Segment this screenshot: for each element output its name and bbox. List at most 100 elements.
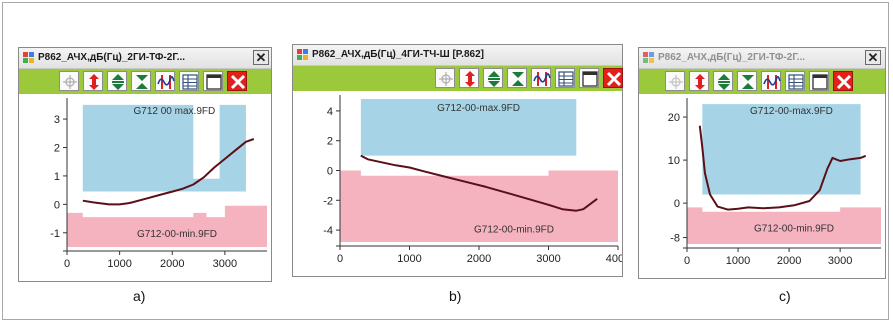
frequency-response-line bbox=[360, 154, 598, 212]
chart-window-c[interactable]: P862_АЧХ,дБ(Гц)_2ГИ-ТФ-2Г... ✕ -8 0 10 20 0 1… bbox=[638, 47, 886, 279]
toolbar bbox=[639, 69, 885, 94]
min-limit-region bbox=[340, 170, 618, 242]
crosshair-tool-button[interactable] bbox=[665, 71, 685, 91]
y-tick-label: 3 bbox=[54, 114, 60, 126]
wave-arrows-icon bbox=[763, 75, 781, 89]
expand-tool-button[interactable] bbox=[107, 71, 127, 91]
collapse-tool-button[interactable] bbox=[131, 71, 151, 91]
x-tick-label: 3000 bbox=[536, 253, 560, 265]
collapse-icon bbox=[512, 72, 524, 86]
window-title: P862_АЧХ,дБ(Гц)_2ГИ-ТФ-2Г... bbox=[38, 52, 186, 63]
app-icon bbox=[23, 52, 34, 63]
collapse-icon bbox=[742, 75, 754, 89]
x-tick-label: 3000 bbox=[213, 258, 237, 270]
y-tick-label: 10 bbox=[668, 155, 680, 167]
crosshair-tool-button[interactable] bbox=[435, 68, 455, 88]
collapse-icon bbox=[136, 75, 148, 89]
close-x-tool-button[interactable] bbox=[227, 71, 247, 91]
blank-window-tool-button[interactable] bbox=[203, 71, 223, 91]
x-tick-label: 4000 bbox=[606, 253, 622, 265]
window-close-button[interactable]: ✕ bbox=[253, 50, 269, 65]
window-close-button[interactable]: ✕ bbox=[865, 50, 881, 65]
crosshair-icon bbox=[63, 75, 77, 89]
table-tool-button[interactable] bbox=[785, 71, 805, 91]
collapse-tool-button[interactable] bbox=[507, 68, 527, 88]
close-x-tool-button[interactable] bbox=[603, 68, 623, 88]
y-tick-label: 2 bbox=[327, 136, 333, 148]
vertical-arrows-tool-button[interactable] bbox=[459, 68, 479, 88]
close-x-tool-button[interactable] bbox=[833, 71, 853, 91]
close-x-icon bbox=[230, 74, 246, 90]
max-limit-region bbox=[360, 99, 577, 156]
wave-arrows-tool-button[interactable] bbox=[155, 71, 175, 91]
window-title: P862_АЧХ,дБ(Гц)_2ГИ-ТФ-2Г... bbox=[658, 52, 806, 63]
max-limit-label: G712-00-max.9FD bbox=[750, 106, 833, 117]
collapse-tool-button[interactable] bbox=[737, 71, 757, 91]
y-tick-label: 0 bbox=[327, 166, 333, 178]
expand-icon bbox=[112, 74, 124, 90]
y-tick-label: 0 bbox=[54, 199, 60, 211]
y-tick-label: -4 bbox=[323, 225, 333, 237]
table-icon bbox=[558, 71, 574, 87]
blank-window-icon bbox=[812, 74, 828, 90]
wave-arrows-tool-button[interactable] bbox=[531, 68, 551, 88]
frequency-response-line bbox=[82, 138, 255, 206]
y-tick-label: -1 bbox=[50, 228, 60, 240]
x-tick-label: 2000 bbox=[160, 258, 184, 270]
wave-arrows-icon bbox=[533, 72, 551, 86]
table-tool-button[interactable] bbox=[555, 68, 575, 88]
chart-plot: -1 0 1 2 3 0 1000 2000 3000 G712 00 max.9FD G712-0… bbox=[50, 98, 267, 270]
toolbar bbox=[293, 66, 623, 91]
chart-window-b[interactable]: P862_АЧХ,дБ(Гц)_4ГИ-ТЧ-Ш [P.862] -4 -2 0 2 4… bbox=[292, 44, 623, 277]
y-tick-label: -8 bbox=[670, 233, 680, 245]
wave-arrows-icon bbox=[157, 75, 175, 89]
y-tick-label: 1 bbox=[54, 171, 60, 183]
table-icon bbox=[182, 74, 198, 90]
min-limit-label: G712-00-min.9FD bbox=[754, 223, 834, 234]
caption-c: c) bbox=[779, 288, 791, 304]
close-x-icon bbox=[606, 71, 622, 87]
expand-tool-button[interactable] bbox=[483, 68, 503, 88]
min-limit-region bbox=[687, 207, 881, 244]
min-limit-label: G712-00-min.9FD bbox=[137, 229, 217, 240]
crosshair-tool-button[interactable] bbox=[59, 71, 79, 91]
y-tick-label: 20 bbox=[668, 112, 680, 124]
vertical-arrows-tool-button[interactable] bbox=[689, 71, 709, 91]
vertical-arrows-tool-button[interactable] bbox=[83, 71, 103, 91]
crosshair-icon bbox=[439, 72, 453, 86]
wave-arrows-tool-button[interactable] bbox=[761, 71, 781, 91]
title-bar[interactable]: P862_АЧХ,дБ(Гц)_2ГИ-ТФ-2Г... ✕ bbox=[19, 48, 271, 69]
chart-plot: -8 0 10 20 0 1000 2000 3000 G712-00-max.9FD G712-… bbox=[668, 98, 881, 267]
x-tick-label: 1000 bbox=[397, 253, 421, 265]
blank-window-icon bbox=[206, 74, 222, 90]
y-tick-label: 0 bbox=[674, 198, 680, 210]
app-icon bbox=[297, 49, 308, 60]
title-bar[interactable]: P862_АЧХ,дБ(Гц)_4ГИ-ТЧ-Ш [P.862] bbox=[293, 45, 622, 66]
y-tick-label: 2 bbox=[54, 142, 60, 154]
blank-window-tool-button[interactable] bbox=[809, 71, 829, 91]
crosshair-icon bbox=[669, 75, 683, 89]
x-tick-label: 1000 bbox=[726, 255, 750, 267]
app-icon bbox=[643, 52, 654, 63]
y-tick-label: 4 bbox=[327, 106, 333, 118]
blank-window-icon bbox=[582, 71, 598, 87]
toolbar bbox=[19, 69, 271, 94]
x-tick-label: 3000 bbox=[828, 255, 852, 267]
max-limit-label: G712-00-max.9FD bbox=[437, 103, 520, 114]
x-tick-label: 0 bbox=[684, 255, 690, 267]
table-tool-button[interactable] bbox=[179, 71, 199, 91]
chart-window-a[interactable]: P862_АЧХ,дБ(Гц)_2ГИ-ТФ-2Г... ✕ -1 0 1 2 3 0 10… bbox=[18, 47, 272, 282]
expand-tool-button[interactable] bbox=[713, 71, 733, 91]
caption-a: a) bbox=[133, 288, 146, 304]
frequency-response-line bbox=[698, 125, 867, 211]
blank-window-tool-button[interactable] bbox=[579, 68, 599, 88]
window-title: P862_АЧХ,дБ(Гц)_4ГИ-ТЧ-Ш [P.862] bbox=[312, 49, 484, 60]
y-tick-label: -2 bbox=[323, 195, 333, 207]
table-icon bbox=[788, 74, 804, 90]
x-tick-label: 2000 bbox=[467, 253, 491, 265]
x-tick-label: 0 bbox=[64, 258, 70, 270]
vertical-arrows-icon bbox=[89, 74, 99, 90]
close-x-icon bbox=[836, 74, 852, 90]
title-bar[interactable]: P862_АЧХ,дБ(Гц)_2ГИ-ТФ-2Г... ✕ bbox=[639, 48, 885, 69]
min-limit-region bbox=[67, 205, 267, 247]
